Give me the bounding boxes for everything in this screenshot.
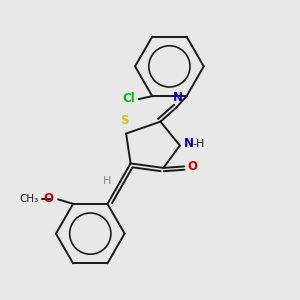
Text: O: O <box>187 160 197 173</box>
Text: H: H <box>103 176 111 186</box>
Text: S: S <box>120 114 129 127</box>
Text: -H: -H <box>192 139 205 149</box>
Text: N: N <box>173 91 183 104</box>
Text: N: N <box>184 136 194 150</box>
Text: CH₃: CH₃ <box>20 194 39 204</box>
Text: Cl: Cl <box>122 92 135 105</box>
Text: O: O <box>44 192 54 205</box>
